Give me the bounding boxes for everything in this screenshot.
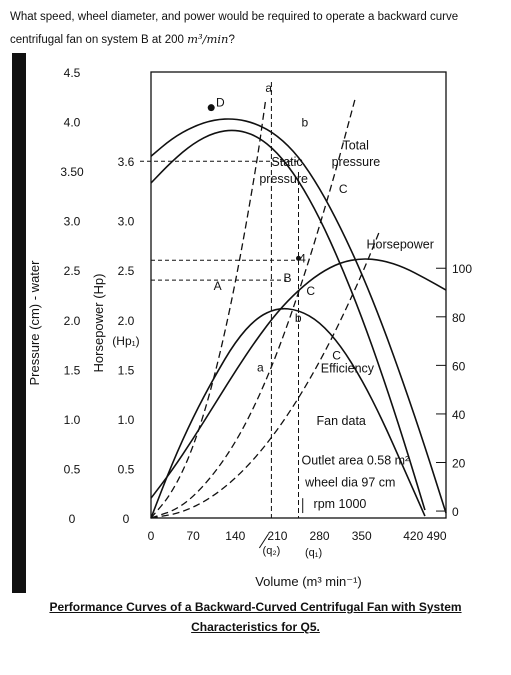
annotation-label: Horsepower [367, 237, 434, 251]
pressure-tick-label: 1.0 [64, 413, 81, 427]
pressure-tick-label: 1.5 [64, 363, 81, 377]
efficiency-tick-label: 80 [452, 311, 466, 325]
annotation-label: a [265, 81, 272, 95]
annotation-label: C [339, 182, 348, 196]
hp-tick-label: 1.0 [118, 413, 135, 427]
series-horsepower-line [150, 258, 447, 499]
hp-tick-label: 1.5 [118, 363, 135, 377]
x-axis-label: Volume (m³ min⁻¹) [255, 574, 362, 589]
efficiency-tick-label: 20 [452, 456, 466, 470]
question-unit: m³/min [187, 32, 229, 46]
pressure-tick-label: 3.0 [64, 215, 81, 229]
annotation-label: a [257, 360, 264, 374]
hp-axis-label: Horsepower (Hp) [91, 274, 106, 373]
hp-tick-label: 2.5 [118, 264, 135, 278]
efficiency-tick-label: 100 [452, 262, 472, 276]
x-tick-label: 70 [186, 529, 200, 543]
q2-label: (q₂) [263, 545, 281, 557]
annotation-label: C [332, 348, 341, 362]
question-line-1: What speed, wheel diameter, and power wo… [10, 11, 459, 23]
pressure-axis-label: Pressure (cm) - water [27, 260, 42, 386]
annotation-label: C [306, 284, 315, 298]
series-static-pressure-line [150, 129, 426, 511]
annotation-label: rpm 1000 [314, 497, 367, 511]
annotation-label: b [295, 311, 302, 325]
annotation-label: Outlet area 0.58 m² [302, 453, 410, 467]
pressure-tick-label: 2.0 [64, 314, 81, 328]
annotation-label: b [302, 116, 309, 130]
question-line-2-prefix: centrifugal fan on system B at 200 [10, 34, 188, 46]
pressure-tick-label: 4.0 [64, 116, 81, 130]
efficiency-tick-label: 40 [452, 408, 466, 422]
annotation-label: Total [342, 138, 368, 152]
efficiency-tick-label: 0 [452, 505, 459, 519]
hp-tick-label: 3.0 [118, 215, 135, 229]
annotation-label: D [216, 96, 225, 110]
pressure-tick-label: 0 [69, 512, 76, 526]
caption-line-1: Performance Curves of a Backward-Curved … [49, 600, 462, 614]
annotation-label: pressure [259, 172, 308, 186]
series-c-line [150, 230, 381, 519]
annotation-label: Fan data [317, 414, 366, 428]
hp-tick-label: 2.0 [118, 314, 135, 328]
annotation-label: wheel dia 97 cm [304, 475, 395, 489]
annotation-label: Efficiency [321, 361, 375, 375]
figure-caption: Performance Curves of a Backward-Curved … [0, 597, 511, 637]
question-text: What speed, wheel diameter, and power wo… [10, 6, 505, 51]
annotation-label: Static [271, 155, 302, 169]
x-tick-label: 0 [148, 529, 155, 543]
q2-arrow [258, 533, 269, 549]
annotation-label: A [214, 279, 222, 293]
series-total-pressure-line [150, 118, 447, 514]
series-a-line [150, 101, 267, 519]
annotation-label: B [283, 271, 291, 285]
question-line-2-suffix: ? [228, 34, 235, 46]
hp-tick-label: 0 [123, 512, 130, 526]
caption-line-2: Characteristics for Q5. [191, 620, 320, 634]
pressure-tick-label: 0.5 [64, 462, 81, 476]
pressure-tick-label: 2.5 [64, 264, 81, 278]
series-efficiency-line [150, 307, 426, 519]
q1-label: (q₁) [305, 547, 322, 559]
left-black-bar [12, 53, 26, 593]
fan-performance-chart: Pressure (cm) - water Horsepower (Hp) (H… [12, 53, 472, 593]
x-tick-label: 140 [225, 529, 245, 543]
hp-tick-label: 3.6 [118, 155, 135, 169]
x-tick-label: 420 490 [403, 529, 447, 543]
series-b-line [150, 96, 357, 519]
x-tick-label: 280 [310, 529, 330, 543]
annotation-label: pressure [332, 155, 381, 169]
point-d-marker [207, 104, 215, 112]
efficiency-tick-label: 60 [452, 359, 466, 373]
pressure-tick-label: 4.5 [64, 66, 81, 80]
x-tick-label: 350 [352, 529, 372, 543]
annotation-label: 4 [299, 251, 306, 265]
hp-tick-label: 0.5 [118, 462, 135, 476]
pressure-tick-label: 3.50 [60, 165, 84, 179]
plot-area: 0 0.5 1.0 1.5 2.0 2.5 3.0 3.50 4.0 4.5 0 0.5 1.0 1.5 2… [60, 66, 472, 589]
hp1-label: (Hp₁) [112, 334, 139, 348]
x-tick-label: 210 [267, 529, 287, 543]
point-4-marker [296, 255, 301, 261]
